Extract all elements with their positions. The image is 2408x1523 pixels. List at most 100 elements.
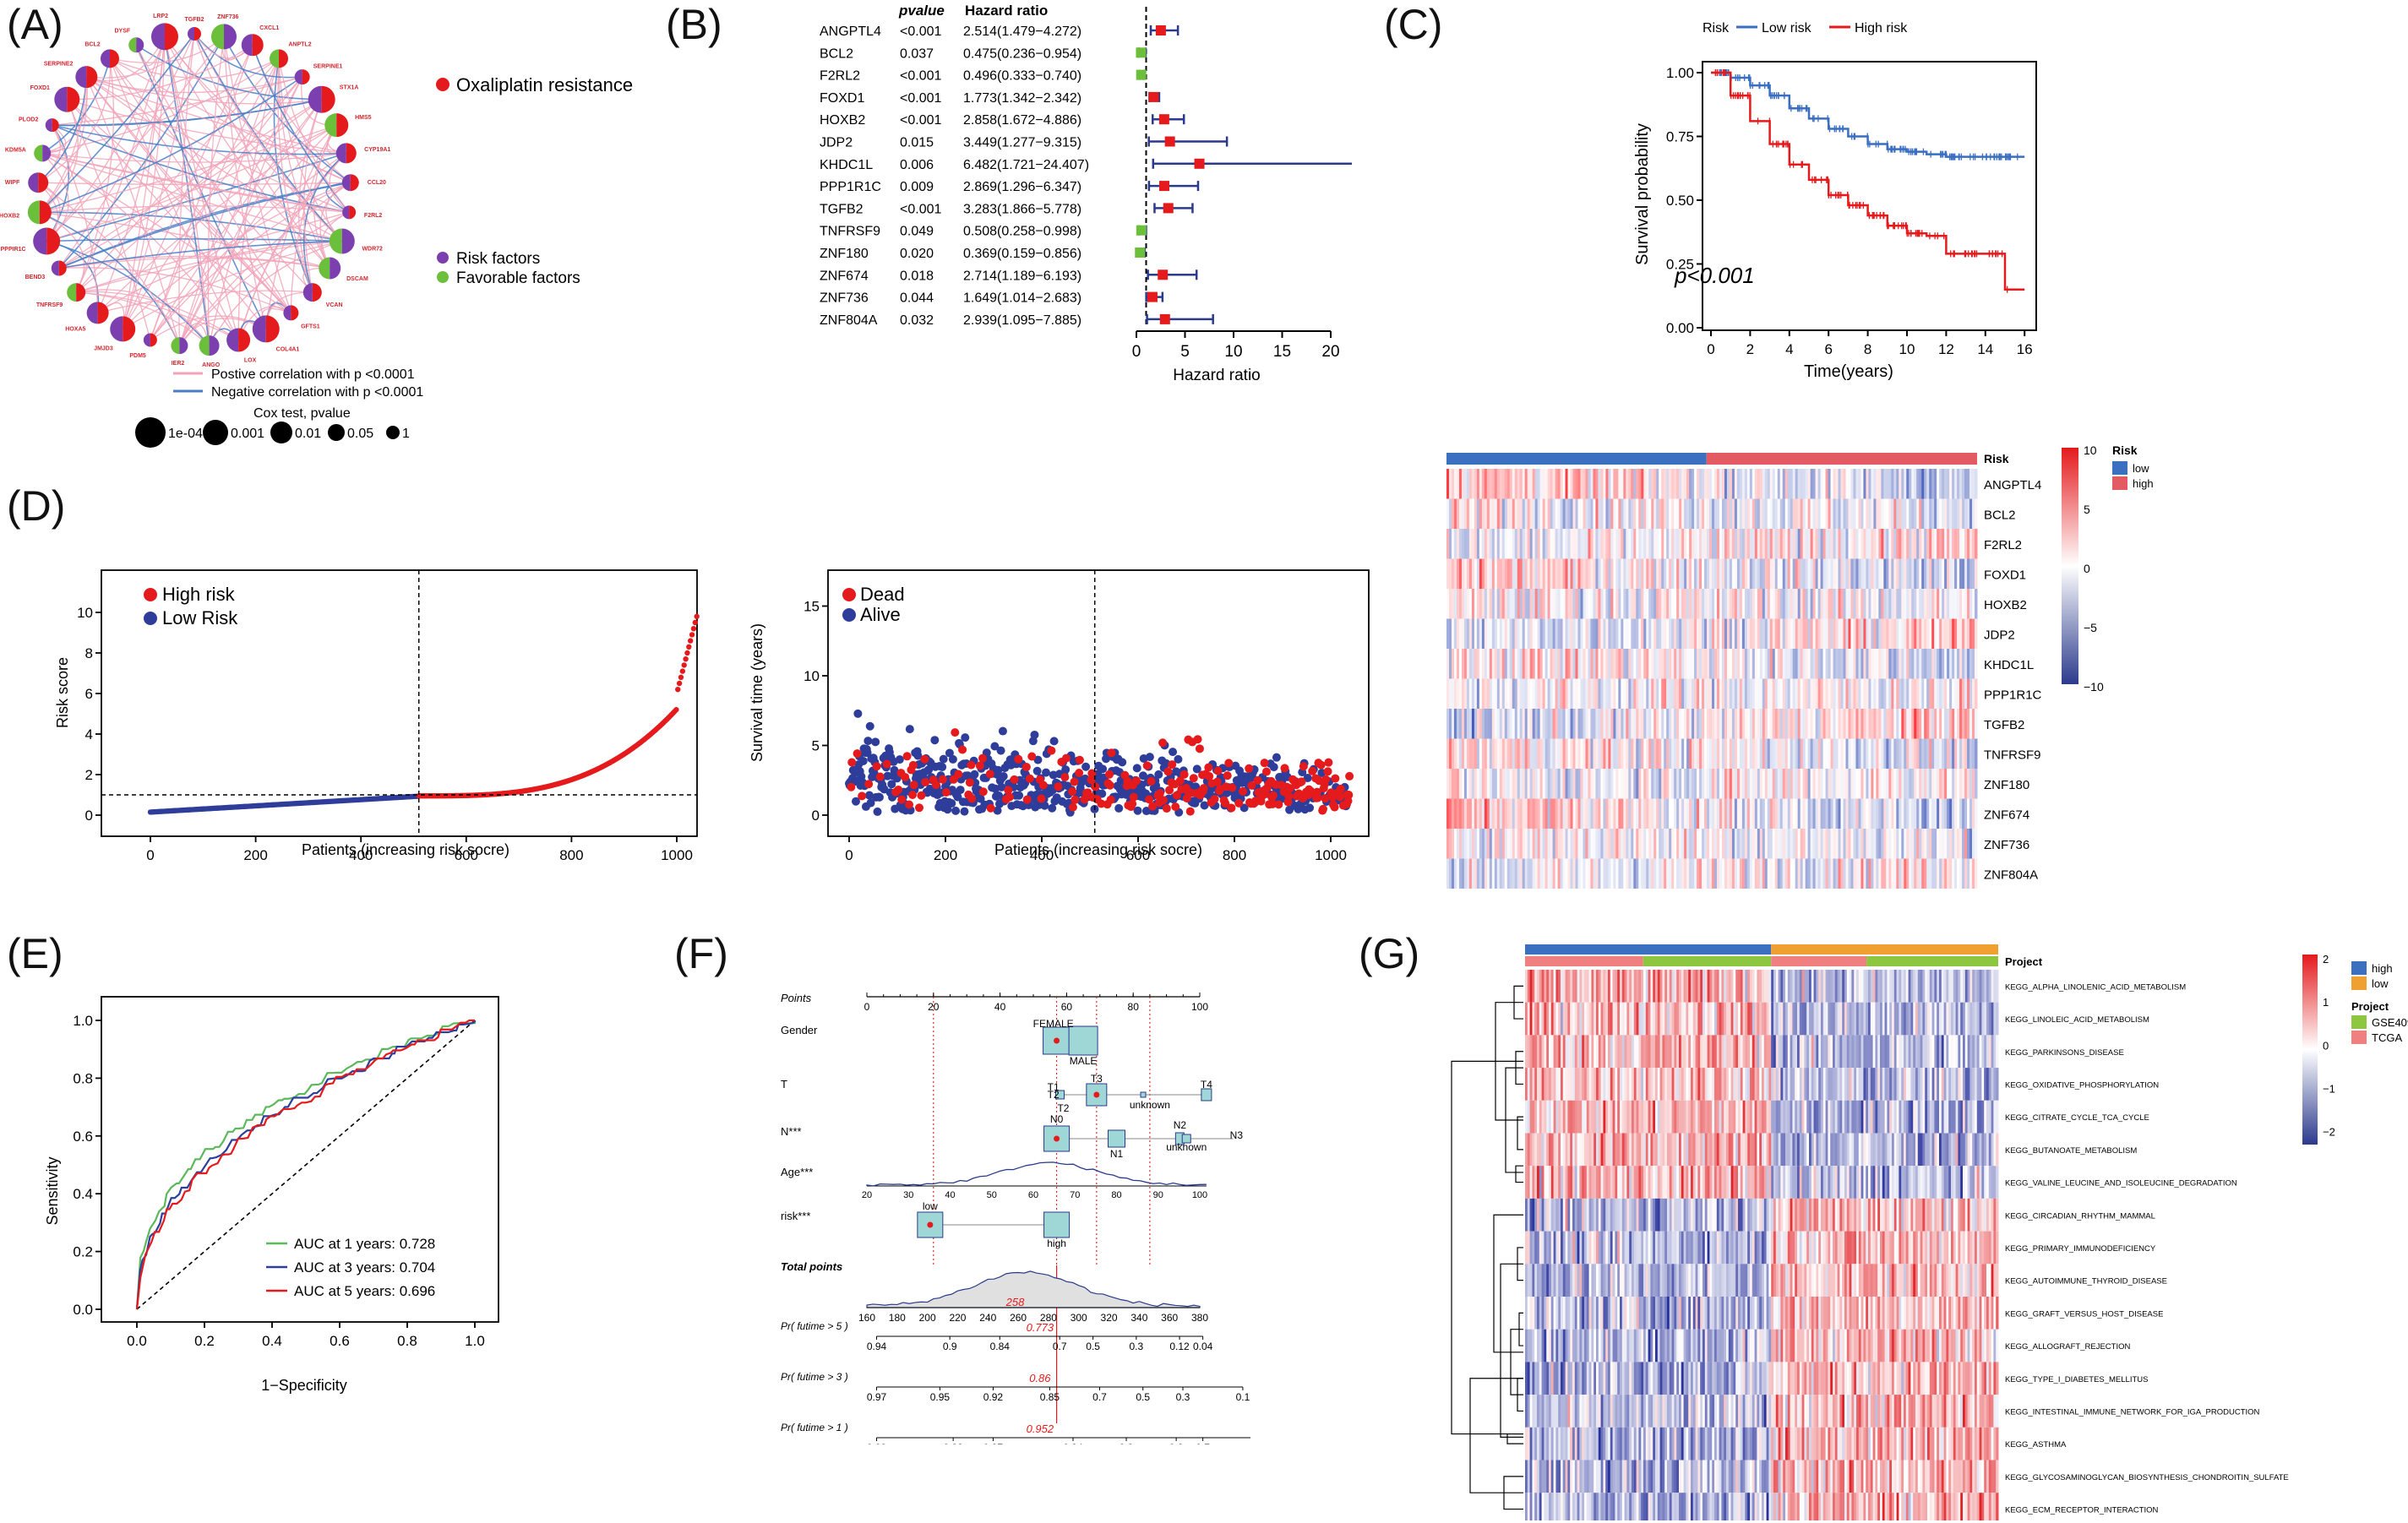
alive-point xyxy=(853,709,863,718)
g-heatmap-row: KEGG_PARKINSONS_DISEASE xyxy=(1525,1035,2124,1069)
g-pathway-label: KEGG_GLYCOSAMINOGLYCAN_BIOSYNTHESIS_CHON… xyxy=(2005,1473,2289,1482)
total-tick: 260 xyxy=(1010,1312,1027,1324)
network-node-label: VCAN xyxy=(326,302,343,308)
risk-factor-legend-text: Risk factors xyxy=(456,250,540,268)
dead-point xyxy=(1071,795,1080,804)
forest-point xyxy=(1136,225,1147,236)
network-node-label: HMS5 xyxy=(355,115,372,121)
cox-size-circle xyxy=(270,422,292,443)
forest-gene: PPP1R1C xyxy=(820,180,881,194)
panel-label-g: (G) xyxy=(1359,930,1420,977)
dead-point xyxy=(1210,794,1219,803)
km-xtick: 6 xyxy=(1824,341,1832,357)
risk-score-xtick: 800 xyxy=(559,847,583,863)
forest-axis: 0 5 10 15 20 xyxy=(1132,330,1340,361)
network-edge xyxy=(86,76,346,155)
pr-tick: 0.95 xyxy=(930,1391,951,1403)
g-heatmap-row: KEGG_AUTOIMMUNE_THYROID_DISEASE xyxy=(1525,1264,2167,1297)
network-edge xyxy=(178,211,350,346)
dead-point xyxy=(978,787,988,797)
pr-tick: 0.85 xyxy=(1040,1391,1060,1403)
forest-hr-text: 6.482(1.721−24.407) xyxy=(963,158,1089,172)
cox-size-circle xyxy=(203,420,228,445)
alive-point xyxy=(951,806,961,815)
forest-hr-text: 0.369(0.159−0.856) xyxy=(963,247,1081,261)
pr-tick: 0.7 xyxy=(1053,1341,1067,1352)
network-node: PDM5 xyxy=(129,333,157,359)
g-pathway-label: KEGG_LINOLEIC_ACID_METABOLISM xyxy=(2005,1015,2149,1025)
roc-ylabel: Sensitivity xyxy=(44,1156,61,1225)
dead-point xyxy=(1313,793,1322,802)
risk-score-xtick: 400 xyxy=(349,847,373,863)
heatmap-row: ZNF736 xyxy=(1446,829,2029,859)
survival-xtick: 600 xyxy=(1126,847,1150,863)
dead-point xyxy=(975,761,984,770)
forest-gene: ZNF180 xyxy=(820,247,869,261)
cox-size-circle xyxy=(386,426,400,439)
km-xtick: 2 xyxy=(1746,341,1754,357)
panel-label-c: (C) xyxy=(1384,1,1443,48)
alive-point xyxy=(851,797,860,806)
points-tick: 40 xyxy=(994,1001,1006,1013)
g-pathway-label: KEGG_BUTANOATE_METABOLISM xyxy=(2005,1146,2137,1156)
network-edge xyxy=(122,33,195,329)
alive-point xyxy=(976,794,985,803)
alive-point xyxy=(999,771,1008,781)
alive-point xyxy=(866,798,875,808)
network-edge xyxy=(46,152,347,242)
alive-point xyxy=(1061,765,1071,775)
dead-point xyxy=(1179,770,1189,779)
network-edge xyxy=(58,99,323,269)
network-edge xyxy=(252,44,350,213)
alive-point xyxy=(1145,753,1154,762)
roc-ytick: 0.8 xyxy=(73,1070,93,1086)
alive-point xyxy=(930,736,940,745)
n-label: N2 xyxy=(1174,1119,1187,1131)
alive-point xyxy=(996,746,1005,755)
risk-score-point xyxy=(686,644,692,650)
dead-point xyxy=(905,800,914,809)
survival-ytick: 0 xyxy=(812,808,820,824)
panel-label-b: (B) xyxy=(666,1,722,48)
network-node-label: HOXB2 xyxy=(0,214,19,220)
network-edge xyxy=(86,76,322,105)
network-edge xyxy=(42,152,343,242)
cox-size-label: 1e-04 xyxy=(168,427,203,441)
g-legend-low: low xyxy=(2372,977,2389,990)
dead-point xyxy=(1158,796,1168,805)
forest-pvalue: 0.032 xyxy=(900,313,934,328)
pr-tick: 0.3 xyxy=(1176,1391,1190,1403)
n-label: N0 xyxy=(1050,1113,1064,1125)
dead-point xyxy=(1037,794,1046,803)
alive-point xyxy=(948,754,957,764)
roc-xtick: 0.2 xyxy=(194,1333,215,1349)
km-xtick: 14 xyxy=(1977,341,1993,357)
alive-point xyxy=(943,805,952,814)
g-pathway-label: KEGG_ALPHA_LINOLENIC_ACID_METABOLISM xyxy=(2005,982,2186,992)
panel-a-network: TGFB2 ZNF736 CXCL1 ANPTL2 SERPINE1 STX1A HMS5 C… xyxy=(0,14,633,448)
dead-point xyxy=(872,762,881,771)
km-legend-title: Risk xyxy=(1702,21,1730,35)
network-node: WDR72 xyxy=(329,228,383,254)
dead-point xyxy=(1185,807,1195,816)
heatmap-legend-low-swatch xyxy=(2112,461,2127,475)
km-xtick: 0 xyxy=(1707,341,1714,357)
network-node-label: FOXD1 xyxy=(30,85,50,91)
panel-label-e: (E) xyxy=(7,930,63,977)
dead-point xyxy=(1336,784,1345,793)
forest-row: ZNF736 0.044 1.649(1.014−2.683) xyxy=(820,291,1164,306)
alive-point xyxy=(887,780,896,789)
pr-tick: 0.9 xyxy=(943,1341,957,1352)
risk-label: high xyxy=(1047,1237,1066,1249)
points-tick: 80 xyxy=(1128,1001,1140,1013)
heatmap-gene-label: ANGPTL4 xyxy=(1984,478,2041,492)
network-edge xyxy=(85,76,291,313)
alive-point xyxy=(874,792,884,802)
network-edge xyxy=(178,33,195,346)
heatmap-row: TGFB2 xyxy=(1446,709,2024,739)
dead-point xyxy=(847,782,856,791)
network-edge xyxy=(278,58,350,213)
dead-point xyxy=(864,780,874,789)
network-node-label: CCL20 xyxy=(368,180,386,186)
alive-point xyxy=(1133,806,1142,815)
